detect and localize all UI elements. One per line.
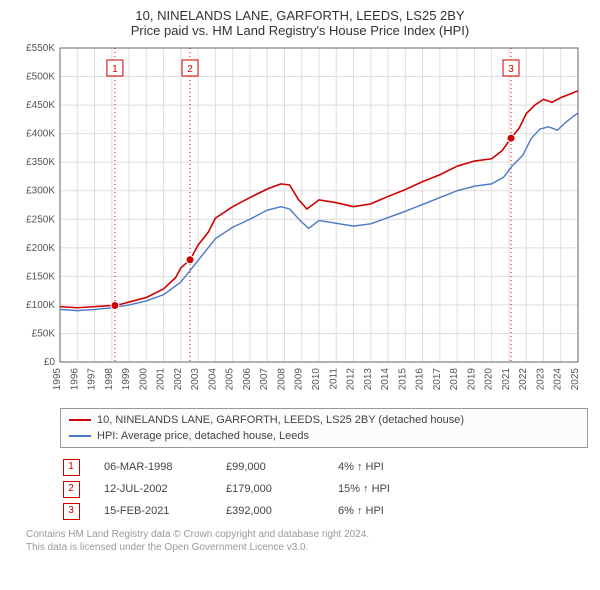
svg-text:2009: 2009 [294,368,305,391]
svg-text:£400K: £400K [26,129,55,140]
svg-text:1998: 1998 [104,368,115,391]
svg-text:£500K: £500K [26,72,55,83]
svg-text:£550K: £550K [26,43,55,54]
sale-row: 3 15-FEB-2021 £392,000 6% ↑ HPI [60,500,588,522]
chart-subtitle: Price paid vs. HM Land Registry's House … [12,23,588,38]
svg-text:2019: 2019 [466,368,477,391]
sale-price: £99,000 [226,456,316,478]
legend-label-property: 10, NINELANDS LANE, GARFORTH, LEEDS, LS2… [97,412,464,428]
legend-swatch-property [69,419,91,421]
svg-text:1996: 1996 [69,368,80,391]
sale-price: £392,000 [226,500,316,522]
svg-text:2006: 2006 [242,368,253,391]
svg-text:2017: 2017 [432,368,443,391]
svg-text:2007: 2007 [259,368,270,391]
svg-text:1: 1 [112,64,118,75]
svg-text:2011: 2011 [328,368,339,390]
line-chart: £0 £50K £100K £150K £200K £250K £300K £350K £400… [12,42,588,402]
attribution-line: Contains HM Land Registry data © Crown c… [26,528,588,541]
sale-marker-box: 2 [63,481,80,498]
svg-text:2004: 2004 [207,368,218,391]
svg-text:2024: 2024 [553,368,564,391]
svg-text:1995: 1995 [52,368,63,391]
svg-text:£200K: £200K [26,243,55,254]
svg-text:3: 3 [508,64,514,75]
sale-price: £179,000 [226,478,316,500]
svg-text:£300K: £300K [26,186,55,197]
svg-text:£250K: £250K [26,214,55,225]
svg-text:2023: 2023 [535,368,546,391]
legend: 10, NINELANDS LANE, GARFORTH, LEEDS, LS2… [60,408,588,448]
svg-text:£150K: £150K [26,271,55,282]
attribution: Contains HM Land Registry data © Crown c… [26,528,588,554]
svg-text:£350K: £350K [26,157,55,168]
svg-text:2018: 2018 [449,368,460,391]
sales-table: 1 06-MAR-1998 £99,000 4% ↑ HPI 2 12-JUL-… [60,456,588,522]
svg-text:£50K: £50K [32,328,56,339]
chart-svg: £0 £50K £100K £150K £200K £250K £300K £350K £400… [12,42,588,402]
chart-container: 10, NINELANDS LANE, GARFORTH, LEEDS, LS2… [0,0,600,554]
svg-text:2001: 2001 [156,368,167,391]
sale-delta: 6% ↑ HPI [338,500,498,522]
legend-label-hpi: HPI: Average price, detached house, Leed… [97,428,309,444]
svg-text:1997: 1997 [87,368,98,391]
svg-text:2000: 2000 [138,368,149,391]
svg-text:£100K: £100K [26,300,55,311]
svg-text:2005: 2005 [225,368,236,391]
svg-text:1999: 1999 [121,368,132,391]
legend-row-property: 10, NINELANDS LANE, GARFORTH, LEEDS, LS2… [69,412,579,428]
svg-text:2022: 2022 [518,368,529,391]
svg-text:2014: 2014 [380,368,391,391]
svg-text:2021: 2021 [501,368,512,391]
svg-text:2008: 2008 [276,368,287,391]
svg-text:2013: 2013 [363,368,374,391]
sale-date: 12-JUL-2002 [104,478,204,500]
sale-delta: 4% ↑ HPI [338,456,498,478]
svg-text:2015: 2015 [397,368,408,391]
chart-title-address: 10, NINELANDS LANE, GARFORTH, LEEDS, LS2… [12,8,588,23]
sale-date: 06-MAR-1998 [104,456,204,478]
sale-marker-box: 1 [63,459,80,476]
svg-text:2010: 2010 [311,368,322,391]
svg-text:2003: 2003 [190,368,201,391]
sale-date: 15-FEB-2021 [104,500,204,522]
svg-text:2012: 2012 [346,368,357,391]
svg-text:£450K: £450K [26,100,55,111]
svg-text:2002: 2002 [173,368,184,391]
sale-row: 1 06-MAR-1998 £99,000 4% ↑ HPI [60,456,588,478]
svg-text:2025: 2025 [570,368,581,391]
sale-row: 2 12-JUL-2002 £179,000 15% ↑ HPI [60,478,588,500]
sale-marker-box: 3 [63,503,80,520]
legend-row-hpi: HPI: Average price, detached house, Leed… [69,428,579,444]
attribution-line: This data is licensed under the Open Gov… [26,541,588,554]
svg-text:2: 2 [187,64,193,75]
sale-delta: 15% ↑ HPI [338,478,498,500]
svg-text:£0: £0 [44,357,56,368]
legend-swatch-hpi [69,435,91,437]
svg-text:2016: 2016 [415,368,426,391]
svg-text:2020: 2020 [484,368,495,391]
